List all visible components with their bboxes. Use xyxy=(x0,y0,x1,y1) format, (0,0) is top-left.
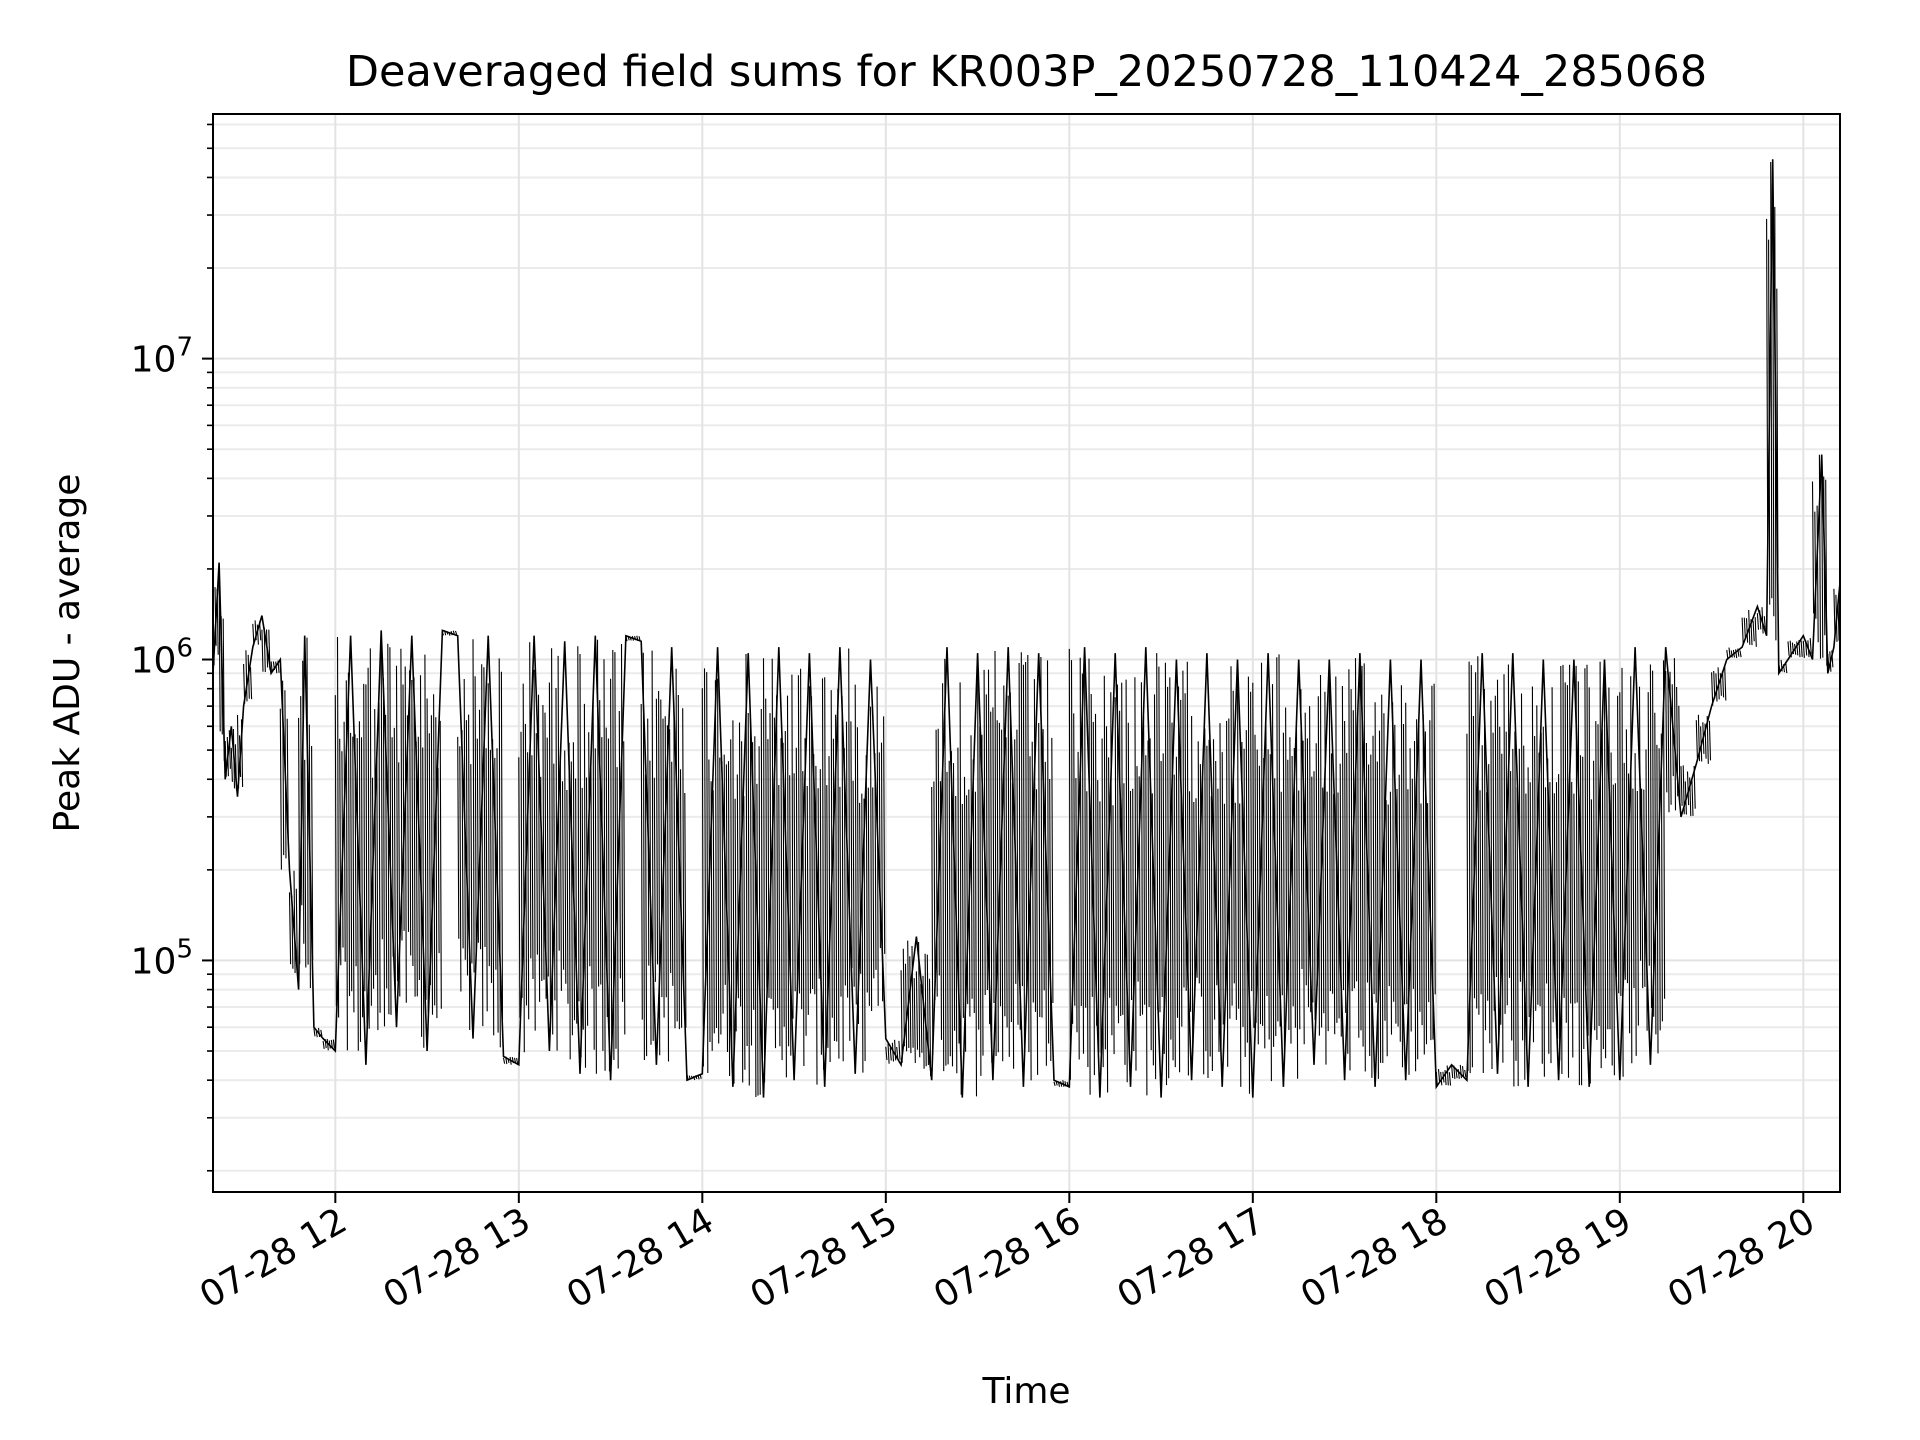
x-axis-label: Time xyxy=(981,1371,1070,1412)
y-axis-label: Peak ADU - average xyxy=(47,474,88,833)
axes-frame xyxy=(212,113,1841,1193)
y-tick-label: 107 xyxy=(131,333,193,381)
y-axis: 105 106 107 xyxy=(131,123,213,1172)
y-tick-label: 106 xyxy=(131,634,193,682)
chart-title: Deaveraged field sums for KR003P_2025072… xyxy=(346,47,1707,97)
series-line xyxy=(212,159,1841,1098)
plot-area xyxy=(212,159,1841,1098)
y-tick-label: 105 xyxy=(131,934,193,982)
